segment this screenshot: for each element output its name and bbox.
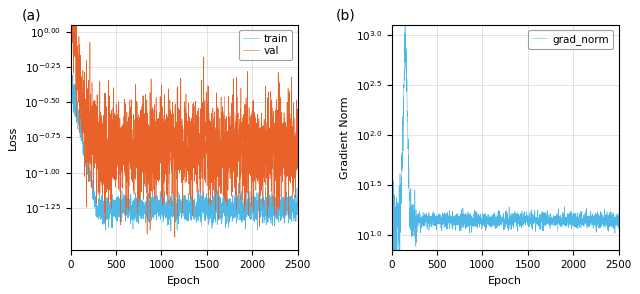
train xyxy=(269,198,277,201)
grad_norm xyxy=(591,213,598,217)
train xyxy=(67,65,75,69)
train xyxy=(294,201,301,204)
val xyxy=(67,29,75,33)
Legend: grad_norm: grad_norm xyxy=(527,30,613,49)
Y-axis label: Gradient Norm: Gradient Norm xyxy=(340,96,350,179)
train xyxy=(72,100,79,104)
Line: val: val xyxy=(71,26,298,237)
train xyxy=(193,202,201,205)
val xyxy=(171,235,179,239)
X-axis label: Epoch: Epoch xyxy=(488,276,522,286)
train xyxy=(252,195,259,199)
Text: (a): (a) xyxy=(22,8,41,22)
val xyxy=(194,151,202,155)
Y-axis label: Loss: Loss xyxy=(8,125,19,150)
grad_norm xyxy=(476,218,484,221)
X-axis label: Epoch: Epoch xyxy=(167,276,201,286)
grad_norm xyxy=(388,224,396,227)
grad_norm xyxy=(389,249,397,252)
val xyxy=(294,166,301,170)
val xyxy=(269,141,277,145)
grad_norm xyxy=(614,211,622,215)
Text: (b): (b) xyxy=(335,8,355,22)
Line: train: train xyxy=(71,67,298,231)
val xyxy=(67,24,75,28)
val xyxy=(252,138,260,142)
grad_norm xyxy=(573,216,580,220)
val xyxy=(155,151,163,154)
train xyxy=(155,201,163,205)
train xyxy=(261,203,269,206)
Legend: train, val: train, val xyxy=(239,30,292,60)
val xyxy=(72,24,79,28)
train xyxy=(167,229,175,233)
grad_norm xyxy=(392,196,400,200)
grad_norm xyxy=(582,221,589,224)
val xyxy=(261,154,269,158)
Line: grad_norm: grad_norm xyxy=(392,26,618,250)
grad_norm xyxy=(401,24,409,28)
grad_norm xyxy=(515,223,522,226)
